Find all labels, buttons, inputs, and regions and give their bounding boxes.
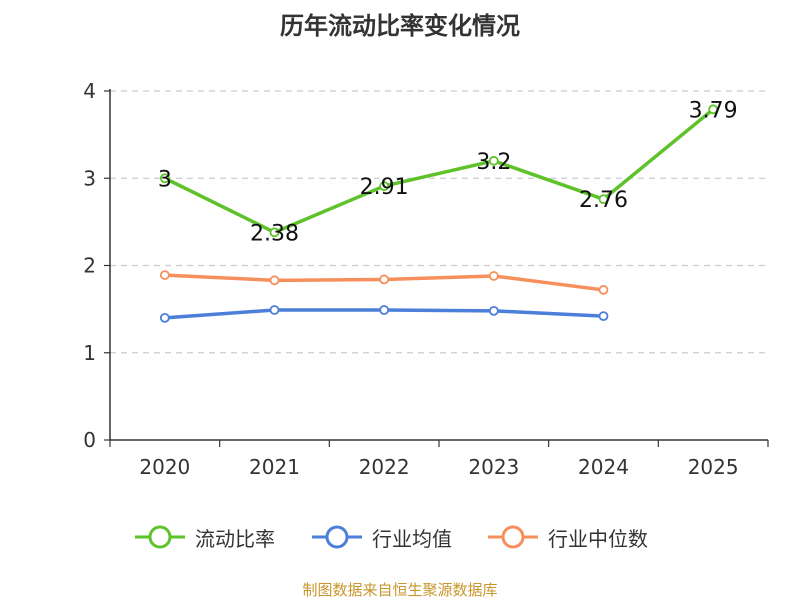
data-label: 3 [158,167,172,192]
data-label: 2.38 [250,221,299,246]
data-point [598,311,609,322]
y-tick-label: 3 [83,166,96,190]
data-point [269,305,280,315]
x-tick-label: 2022 [359,455,410,479]
data-point [598,285,609,295]
footer-source: 制图数据来自恒生聚源数据库 [302,581,498,599]
legend-item-industry-mean[interactable]: 行业均值 [310,522,452,552]
data-point [488,271,499,281]
legend: 流动比率 行业均值 行业中位数 [0,522,800,552]
legend-line-icon [312,525,362,549]
legend-item-industry-median[interactable]: 行业中位数 [486,522,648,552]
x-tick-label: 2024 [578,455,629,479]
data-point [379,305,390,315]
series-line [164,107,715,235]
data-point [379,181,390,192]
data-point [598,194,609,205]
legend-label: 行业均值 [372,526,452,551]
data-point [488,305,499,316]
legend-label: 行业中位数 [548,526,648,551]
x-tick-label: 2020 [139,455,190,479]
data-point [159,173,170,184]
data-point [159,312,170,323]
y-tick-label: 0 [83,428,96,452]
legend-line-icon [488,525,538,549]
series [159,104,719,323]
legend-item-current-ratio[interactable]: 流动比率 [133,522,275,552]
y-tick-label: 4 [83,79,96,103]
x-tick-label: 2025 [688,455,739,479]
axes: 0 1 2 3 4 2020 2021 2022 2023 2024 2025 [83,79,769,479]
data-label: 3.2 [476,150,511,175]
y-tick-label: 1 [83,341,96,365]
data-point [269,275,280,286]
data-label: 3.79 [689,98,738,123]
data-point [708,104,719,115]
data-label: 2.76 [579,188,628,213]
data-labels: 3 2.38 2.91 3.2 2.76 3.79 [158,98,738,246]
data-point [488,155,499,166]
x-tick-label: 2023 [468,455,519,479]
data-point [269,227,280,238]
legend-line-icon [135,525,185,549]
data-point [159,270,170,280]
legend-label: 流动比率 [195,526,275,551]
x-tick-label: 2021 [249,455,300,479]
y-tick-label: 2 [83,254,96,278]
data-point [379,274,390,285]
chart-title: 历年流动比率变化情况 [280,12,520,40]
data-label: 2.91 [360,175,409,200]
